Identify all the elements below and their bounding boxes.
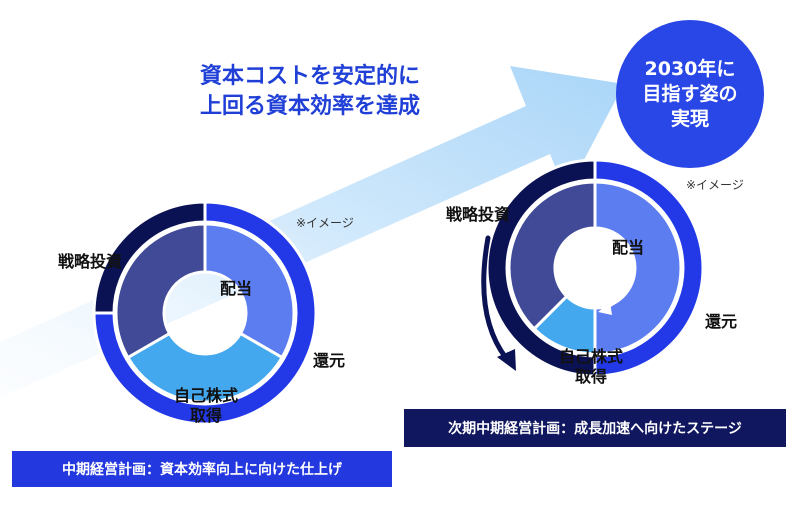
investment-growth-arrowhead [497,349,516,371]
goal-line-2: 目指す姿の [642,82,738,105]
current-plan-banner: 中期経営計画：資本効率向上に向けた仕上げ [12,451,392,487]
left-return-outer-ring [92,200,318,426]
next-plan-banner: 次期中期経営計画：成長加速へ向けたステージ [404,409,786,447]
headline-line-1: 資本コストを安定的に [199,64,420,89]
right-donut [485,158,705,378]
left-donut [92,200,318,426]
left-investment-outer-ring [92,200,207,315]
right-dividend-label: 配当 [612,238,645,257]
goal-line-1: 2030年に [644,57,736,80]
left-buyback-segment [125,331,285,404]
headline-line-2: 上回る資本効率を達成 [199,94,420,119]
left-buyback-label-line-1: 自己株式 [173,386,238,405]
left-buyback-label-line-2: 取得 [189,406,222,425]
right-return-label: 還元 [705,312,738,331]
goal-line-3: 実現 [670,107,709,130]
right-investment-outer-ring [485,158,597,378]
investment-growth-arrow [481,235,509,361]
dividend-shift-arrowhead [598,302,612,315]
right-investment-label: 戦略投資 [446,205,511,224]
headline: 資本コストを安定的に 上回る資本効率を達成 [160,62,460,122]
left-buyback-label: 自己株式 取得 [166,386,246,426]
right-buyback-label-line-2: 取得 [574,367,607,386]
right-dividend-segment [593,180,683,356]
left-investment-label: 戦略投資 [58,252,123,271]
goal-circle: 2030年に 目指す姿の 実現 [616,20,764,168]
right-buyback-label-line-1: 自己株式 [558,347,623,366]
left-dividend-segment [203,222,296,360]
right-investment-segment [507,180,597,331]
left-return-label: 還元 [313,351,346,370]
left-investment-segment [114,222,207,360]
right-buyback-label: 自己株式 取得 [551,347,631,387]
note-image-left: ※イメージ [296,216,354,230]
left-dividend-label: 配当 [220,279,253,298]
note-image-right: ※イメージ [686,178,744,192]
